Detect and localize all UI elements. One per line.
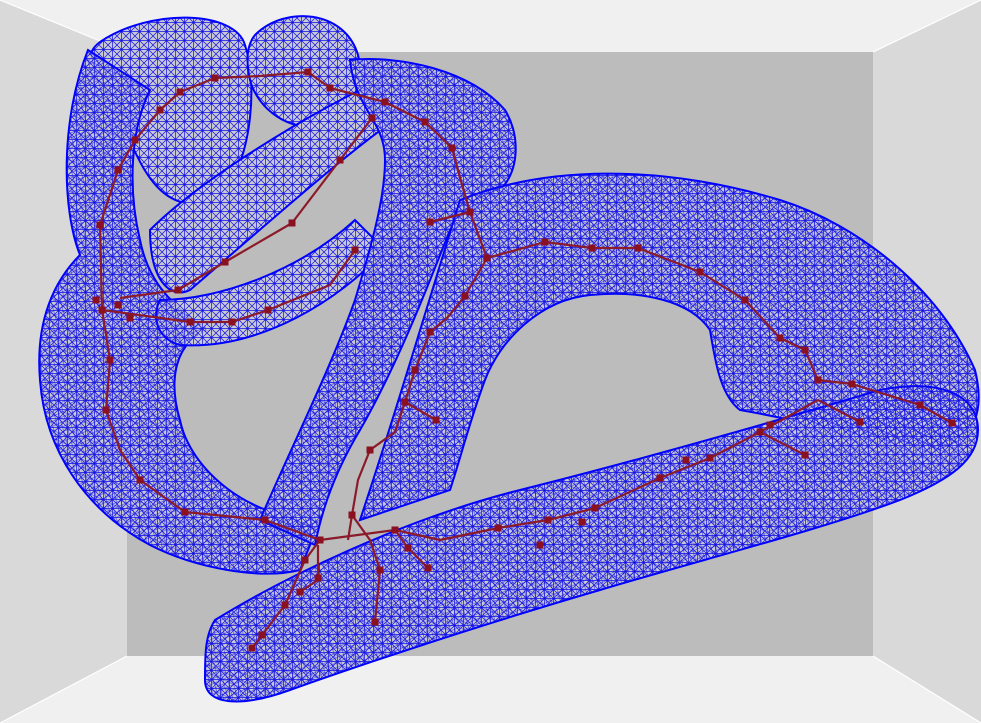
skeleton-joint[interactable] [814,376,822,384]
skeleton-joint[interactable] [381,98,389,106]
skeleton-joint[interactable] [588,244,596,252]
skeleton-joint[interactable] [426,218,434,226]
wireframe-mesh[interactable] [38,15,980,703]
skeleton-joint[interactable] [591,504,599,512]
skeleton-joint[interactable] [682,456,690,464]
skeleton-joint[interactable] [106,356,114,364]
skeleton-joint[interactable] [314,574,322,582]
skeleton-joint[interactable] [211,74,219,82]
skeleton-joint[interactable] [176,88,184,96]
skeleton-joint[interactable] [114,166,122,174]
skeleton-joint[interactable] [426,328,434,336]
skeleton-joint[interactable] [221,258,229,266]
skeleton-joint[interactable] [131,136,139,144]
skeleton-joint[interactable] [706,454,714,462]
skeleton-joint[interactable] [776,334,784,342]
skeleton-joint[interactable] [371,618,379,626]
ceiling [0,0,981,52]
skeleton-joint[interactable] [261,516,269,524]
skeleton-bone [100,309,321,542]
skeleton-bone [404,401,437,421]
skeleton-joint[interactable] [248,644,256,652]
skeleton-joint[interactable] [368,114,376,122]
skeleton-joint[interactable] [136,476,144,484]
skeleton-joint[interactable] [391,526,399,534]
skeleton-joint[interactable] [411,366,419,374]
skeleton-joint[interactable] [351,246,359,254]
skeleton-bone [101,249,356,324]
skeleton-joint[interactable] [483,254,491,262]
skeleton-joint[interactable] [766,421,774,429]
skeleton-joint[interactable] [126,314,134,322]
skeleton-joint[interactable] [466,208,474,216]
skeleton-joint[interactable] [541,238,549,246]
skeleton-joint[interactable] [494,524,502,532]
skeleton-joint[interactable] [741,296,749,304]
skeleton-bone [486,240,953,424]
skeleton-joint[interactable] [281,601,289,609]
skeleton-joint[interactable] [448,144,456,152]
skeleton-joint[interactable] [304,68,312,76]
skeleton-joint[interactable] [92,296,100,304]
skeleton-joint[interactable] [421,118,429,126]
skeleton-joint[interactable] [404,544,412,552]
skeleton-joint[interactable] [856,418,864,426]
skeleton-bone [351,514,382,623]
skeleton-joint[interactable] [288,219,296,227]
skeleton-joint[interactable] [848,380,856,388]
skeleton-joint[interactable] [181,508,189,516]
skeleton-joint[interactable] [424,564,432,572]
skeleton-joint[interactable] [114,301,122,309]
skeleton-joint[interactable] [174,286,182,294]
skeleton-joint[interactable] [656,474,664,482]
skeleton-joint[interactable] [296,588,304,596]
skeleton-joint[interactable] [536,541,544,549]
skeleton-joint[interactable] [258,631,266,639]
skeleton-bone [119,117,373,300]
skeleton-joint[interactable] [948,419,956,427]
skeleton-bone [319,399,819,542]
skeleton-joint[interactable] [348,511,356,519]
skeleton-joint[interactable] [264,306,272,314]
skeleton-joint[interactable] [634,244,642,252]
skeleton-joint[interactable] [102,406,110,414]
skeleton-joint[interactable] [916,401,924,409]
skeleton-joint[interactable] [578,518,586,526]
skeleton-bone [817,399,861,423]
skeleton-joint[interactable] [696,268,704,276]
skeleton-bone [98,70,489,311]
skeleton-joint[interactable] [228,318,236,326]
floor [0,656,981,723]
skeleton-joint[interactable] [756,428,764,436]
skeleton-joint[interactable] [326,84,334,92]
skeleton-joint[interactable] [801,451,809,459]
skeleton-joint[interactable] [316,536,324,544]
skeleton-bone [429,210,471,224]
skeleton-joint[interactable] [401,398,409,406]
skeleton-joint[interactable] [376,566,384,574]
skeleton-joint[interactable] [96,221,104,229]
skeleton-joint[interactable] [156,106,164,114]
skeleton-joint[interactable] [366,446,374,454]
skeleton-joint[interactable] [186,318,194,326]
skeleton-joint[interactable] [301,556,309,564]
skeleton-joint[interactable] [461,292,469,300]
skeleton-graph[interactable] [92,68,956,652]
skeleton-joint[interactable] [336,156,344,164]
skeleton-joint[interactable] [432,416,440,424]
skeleton-bone [759,431,806,456]
skeleton-joint[interactable] [98,306,106,314]
skeleton-joint[interactable] [801,346,809,354]
skeleton-joint[interactable] [544,516,552,524]
